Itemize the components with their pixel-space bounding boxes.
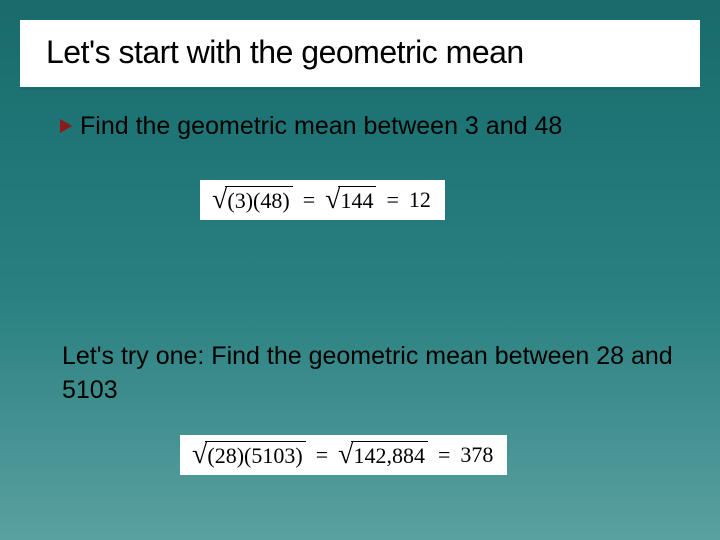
try-block: Let's try one: Find the geometric mean b…	[62, 340, 680, 408]
equals-1a: =	[297, 187, 321, 213]
equals-1b: =	[380, 187, 404, 213]
radicand-1b: 144	[338, 186, 376, 214]
equation-1-box: √ (3)(48) = √ 144 = 12	[200, 180, 445, 220]
radicand-2b: 142,884	[351, 441, 428, 469]
bullet-text: Find the geometric mean between 3 and 48	[80, 110, 562, 144]
sqrt-icon: √ (28)(5103)	[192, 441, 306, 469]
result-1: 12	[409, 187, 431, 213]
sqrt-icon: √ 142,884	[338, 441, 428, 469]
equation-2: √ (28)(5103) = √ 142,884 = 378	[192, 441, 493, 469]
slide: Let's start with the geometric mean Find…	[0, 0, 720, 540]
result-2: 378	[460, 442, 493, 468]
radicand-1a: (3)(48)	[225, 186, 292, 214]
slide-title: Let's start with the geometric mean	[46, 34, 674, 71]
bullet-icon	[60, 119, 72, 133]
sqrt-icon: √ (3)(48)	[212, 186, 293, 214]
equals-2a: =	[310, 442, 334, 468]
sqrt-icon: √ 144	[325, 186, 376, 214]
radicand-2a: (28)(5103)	[205, 441, 305, 469]
equation-1: √ (3)(48) = √ 144 = 12	[212, 186, 431, 214]
title-box: Let's start with the geometric mean	[20, 20, 700, 90]
try-text: Let's try one: Find the geometric mean b…	[62, 340, 680, 408]
equation-2-box: √ (28)(5103) = √ 142,884 = 378	[180, 435, 507, 475]
bullet-block: Find the geometric mean between 3 and 48	[60, 110, 680, 144]
equals-2b: =	[432, 442, 456, 468]
